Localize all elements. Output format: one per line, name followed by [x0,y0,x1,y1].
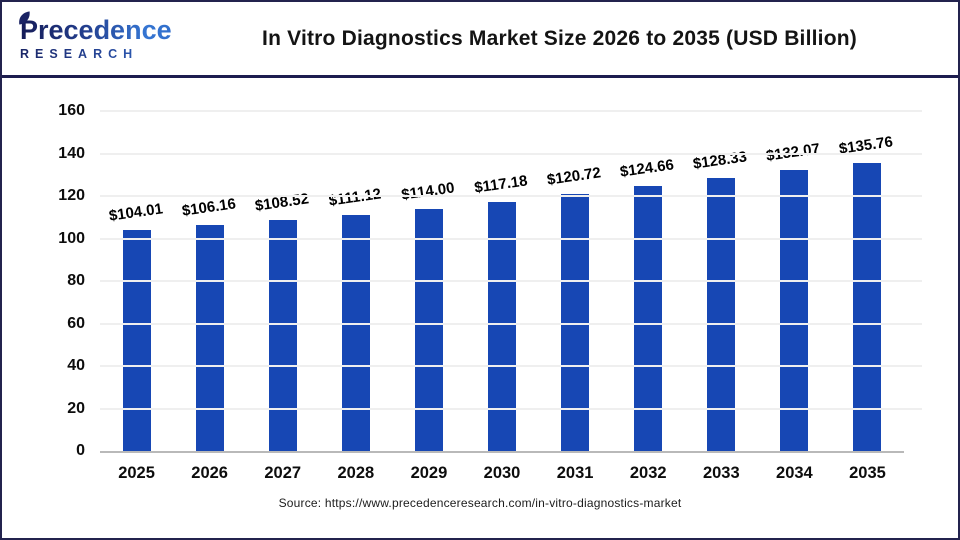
y-axis-tick-label: 80 [67,272,85,289]
gridline [100,110,922,112]
bars-container: $104.01 $106.16 $108.52 $111.12 $114.00 $117.… [100,111,904,451]
brand-logo: Precedence RESEARCH [2,11,187,61]
bar-slot: $128.33 [685,111,758,451]
bar [488,202,517,451]
plot-area: $104.01 $106.16 $108.52 $111.12 $114.00 $117.… [58,102,922,459]
bar [707,178,736,451]
gridline [100,152,922,155]
bar-slot: $117.18 [465,111,538,451]
x-axis-tick-label: 2027 [264,464,302,482]
x-axis-tick-label: 2028 [337,464,375,482]
y-axis-tick-label: 140 [58,144,85,162]
bar-value-label: $120.72 [545,164,603,190]
y-axis-tick-label: 20 [67,399,85,417]
x-axis-tick-label: 2030 [483,464,521,482]
gridline [100,365,922,367]
y-axis-tick-label: 60 [67,314,85,332]
y-axis-tick-label: 40 [67,357,85,374]
gridline [100,322,922,325]
x-axis-tick-label: 2033 [702,464,740,482]
bar-value-label: $111.12 [327,185,382,210]
y-axis-tick-label: 120 [58,187,85,204]
bar-value-label: $124.66 [619,156,676,181]
bar [268,220,297,451]
gridline [100,195,922,197]
x-axis: 2025 2026 2027 2028 2029 2030 2031 2032 2033 2034… [100,453,904,483]
x-axis-tick-label: 2025 [118,464,155,482]
x-axis-tick-label: 2032 [629,464,667,482]
y-axis-tick-label: 160 [58,102,85,119]
x-axis-tick-label: 2031 [556,464,594,482]
bar [853,162,882,451]
x-axis-tick-label: 2035 [849,464,886,482]
bar [634,186,663,451]
bar-value-label: $117.18 [473,172,529,197]
y-axis-tick-label: 0 [76,442,85,459]
brand-subtitle: RESEARCH [20,47,187,61]
leaf-icon [19,11,30,25]
bar-value-label: $104.01 [107,200,164,225]
gridline [100,237,922,240]
bar [414,208,443,451]
brand-name-text: Precedence [20,15,172,46]
x-axis-tick-label: 2029 [410,464,448,482]
x-axis-tick-label: 2026 [191,464,228,482]
bar-slot: $124.66 [612,111,685,451]
gridline [100,407,922,410]
bar-slot: $132.07 [758,111,831,451]
gridline [100,280,922,282]
bar-slot: $108.52 [246,111,319,451]
brand-name: Precedence [19,11,187,46]
bar-slot: $114.00 [392,111,465,451]
bar [780,170,809,451]
x-axis-tick-label: 2034 [776,464,813,482]
bar-slot: $135.76 [831,111,904,451]
bar-slot: $106.16 [173,111,246,451]
bar [195,225,224,451]
chart-area: $104.01 $106.16 $108.52 $111.12 $114.00 $117.… [2,78,958,538]
bar-slot: $111.12 [319,111,392,451]
header: Precedence RESEARCH In Vitro Diagnostics… [2,2,958,78]
bar [341,214,370,451]
bar-value-label: $114.00 [400,179,456,204]
y-axis-tick-label: 100 [58,229,85,247]
bar-slot: $104.01 [100,111,173,451]
bar [122,229,151,451]
bar-value-label: $106.16 [180,195,237,221]
source-note: Source: https://www.precedenceresearch.c… [278,496,682,510]
chart-title: In Vitro Diagnostics Market Size 2026 to… [262,26,857,50]
